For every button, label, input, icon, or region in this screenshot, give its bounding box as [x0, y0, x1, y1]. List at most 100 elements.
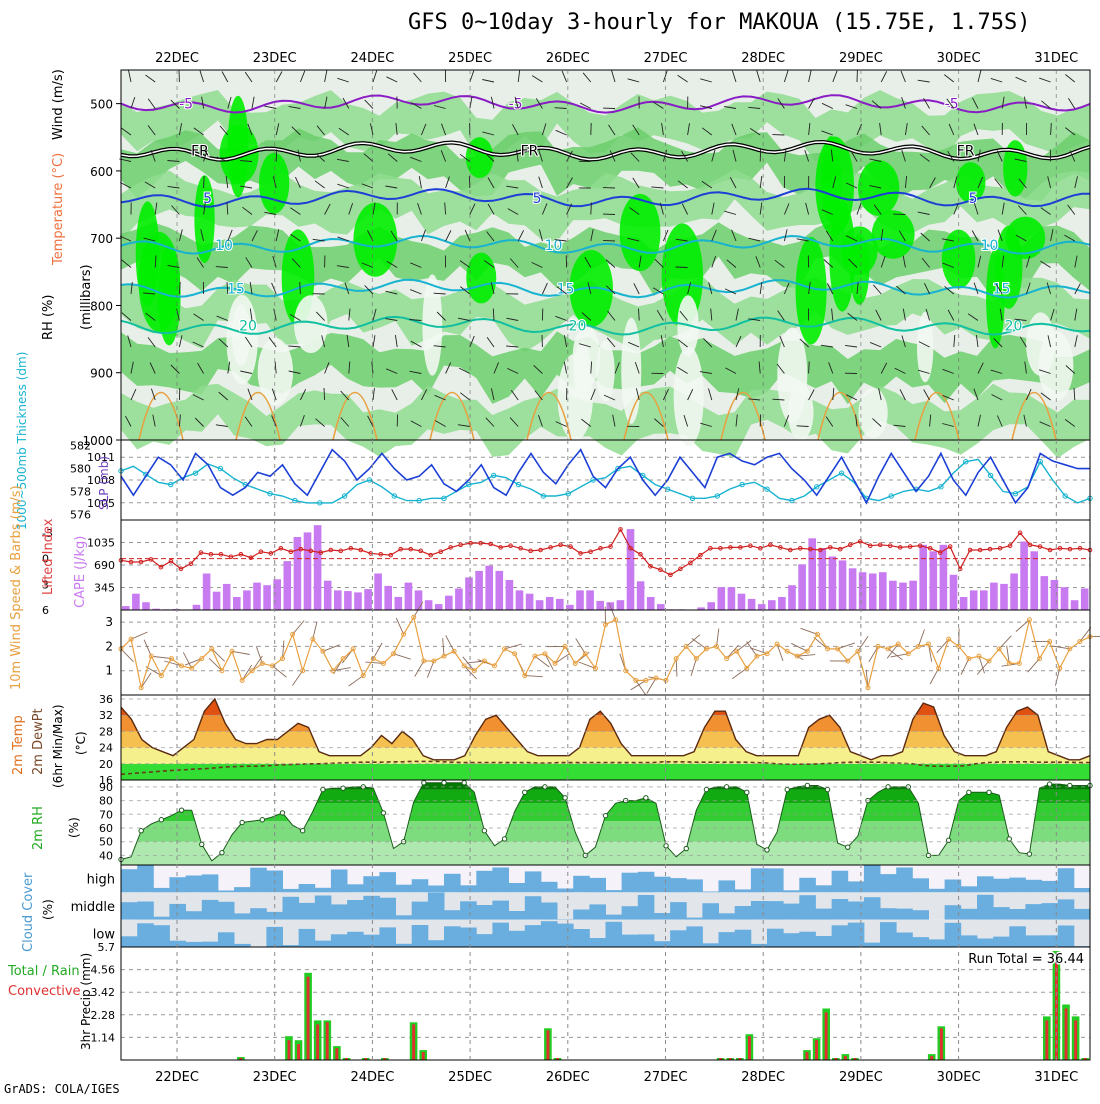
profile-tick-label: 700 — [90, 232, 113, 246]
cloud-cover-bar — [460, 901, 477, 919]
cape-bar — [1041, 576, 1049, 610]
cloud-cover-bar — [557, 924, 574, 947]
cloud-cover-bar — [218, 891, 235, 893]
cape-bar — [465, 577, 473, 610]
cape-bar — [556, 599, 564, 610]
cape-bar — [839, 560, 847, 610]
cape-bar — [1061, 587, 1069, 610]
cloud-cover-bar — [606, 922, 623, 947]
cloud-cover-bar — [218, 932, 235, 947]
wind-tick-label: 1 — [105, 664, 113, 678]
cloud-cover-bar — [993, 937, 1010, 947]
precip-convective-bar — [547, 1030, 550, 1060]
rh-tick-label: 70 — [99, 808, 113, 821]
rh-point — [220, 850, 224, 854]
cape-bar — [637, 581, 645, 610]
cloud-cover-bar — [169, 904, 186, 920]
cloud-level-label: middle — [71, 900, 115, 915]
surface-wind-barb — [396, 618, 403, 634]
thickness-series-line — [121, 459, 1090, 503]
rh-point — [422, 781, 426, 785]
rh-point — [442, 781, 446, 785]
rh-point — [1007, 837, 1011, 841]
cape-tick-label: 345 — [94, 582, 115, 595]
date-label-bottom: 25DEC — [448, 1070, 492, 1085]
cape-bar — [334, 590, 342, 610]
cape-bar — [586, 590, 594, 610]
cape-bar — [304, 532, 312, 610]
cape-bar — [516, 590, 524, 610]
cloud-cover-bar — [654, 913, 671, 920]
cloud-cover-bar — [509, 931, 526, 947]
cloud-cover-bar — [363, 876, 380, 892]
cloud-cover-bar — [783, 904, 800, 920]
precip-total-label: Total / Rain — [7, 964, 80, 979]
wind-speed-line — [121, 617, 1090, 687]
cloud-cover-bar — [283, 897, 300, 920]
profile-temperature-label: Temperature (°C) — [51, 153, 66, 266]
profile-tick-label: 500 — [90, 98, 113, 112]
contour-label: 5 — [969, 191, 978, 207]
cloud-cover-bar — [799, 878, 816, 893]
date-label-bottom: 23DEC — [253, 1070, 297, 1085]
cape-bar — [485, 566, 493, 610]
cape-bar — [243, 590, 251, 610]
thickness-tick-label: 580 — [70, 463, 91, 476]
cloud-cover-bar — [848, 902, 865, 920]
date-label-bottom: 24DEC — [350, 1070, 394, 1085]
cloud-cover-bar — [1042, 903, 1059, 920]
cloud-cover-bar — [993, 879, 1010, 893]
cape-bar — [879, 572, 887, 610]
cape-bar — [576, 590, 584, 610]
cloud-cover-bar — [767, 929, 784, 947]
cloud-cover-bar — [363, 935, 380, 947]
cape-bar — [909, 581, 917, 610]
cloud-cover-bar — [169, 877, 186, 892]
cloud-cover-bar — [186, 911, 203, 919]
cloud-cover-bar — [816, 909, 833, 920]
cloud-cover-bar — [460, 885, 477, 892]
cloud-cover-bar — [832, 925, 849, 947]
wind-barb — [809, 362, 810, 374]
cloud-cover-bar — [250, 868, 267, 893]
cloud-cover-bar — [864, 865, 881, 892]
cape-bar — [284, 561, 292, 610]
cape-bar — [344, 591, 352, 610]
rh-low-patch — [558, 354, 593, 441]
surface-wind-barb — [394, 654, 411, 659]
date-label-bottom: 31DEC — [1034, 1070, 1078, 1085]
cloud-cover-bar — [638, 895, 655, 920]
cloud-cover-bar — [1025, 904, 1042, 920]
cloud-cover-bar — [1042, 881, 1059, 892]
precip-tick-label: 5.7 — [98, 941, 116, 954]
cape-bar — [395, 597, 403, 610]
surface-wind-barb — [631, 680, 646, 689]
rh-tick-label: 60 — [99, 822, 113, 835]
chart-title: GFS 0~10day 3-hourly for MAKOUA (15.75E,… — [408, 10, 1031, 35]
surface-wind-barb — [373, 643, 382, 659]
rh-tick-label: 50 — [99, 836, 113, 849]
cloud-cover-bar — [654, 877, 671, 893]
surface-wind-barb — [144, 640, 151, 656]
rh-band-fill — [121, 790, 1090, 804]
rh-tick-label: 40 — [99, 849, 113, 862]
rh-point — [765, 848, 769, 852]
cloud-cover-bar — [202, 874, 219, 892]
cape-bar — [889, 581, 897, 610]
surface-wind-barb — [918, 630, 924, 647]
cloud-cover-bar — [977, 876, 994, 892]
cloud-cover-bar — [347, 900, 364, 920]
cloud-cover-bar — [234, 887, 251, 892]
contour-label: 10 — [215, 238, 233, 254]
cloud-cover-bar — [412, 902, 429, 920]
wind-barb — [676, 267, 688, 268]
wind-tick-label: 3 — [105, 615, 113, 629]
cloud-cover-bar — [848, 881, 865, 892]
thickness-tick-label: 582 — [70, 440, 91, 453]
rh-point — [724, 785, 728, 789]
cloud-axis-label: Cloud Cover — [21, 872, 36, 952]
precip-convective-bar — [940, 1028, 943, 1060]
surface-wind-barb — [415, 661, 424, 677]
cape-bar — [596, 601, 604, 610]
